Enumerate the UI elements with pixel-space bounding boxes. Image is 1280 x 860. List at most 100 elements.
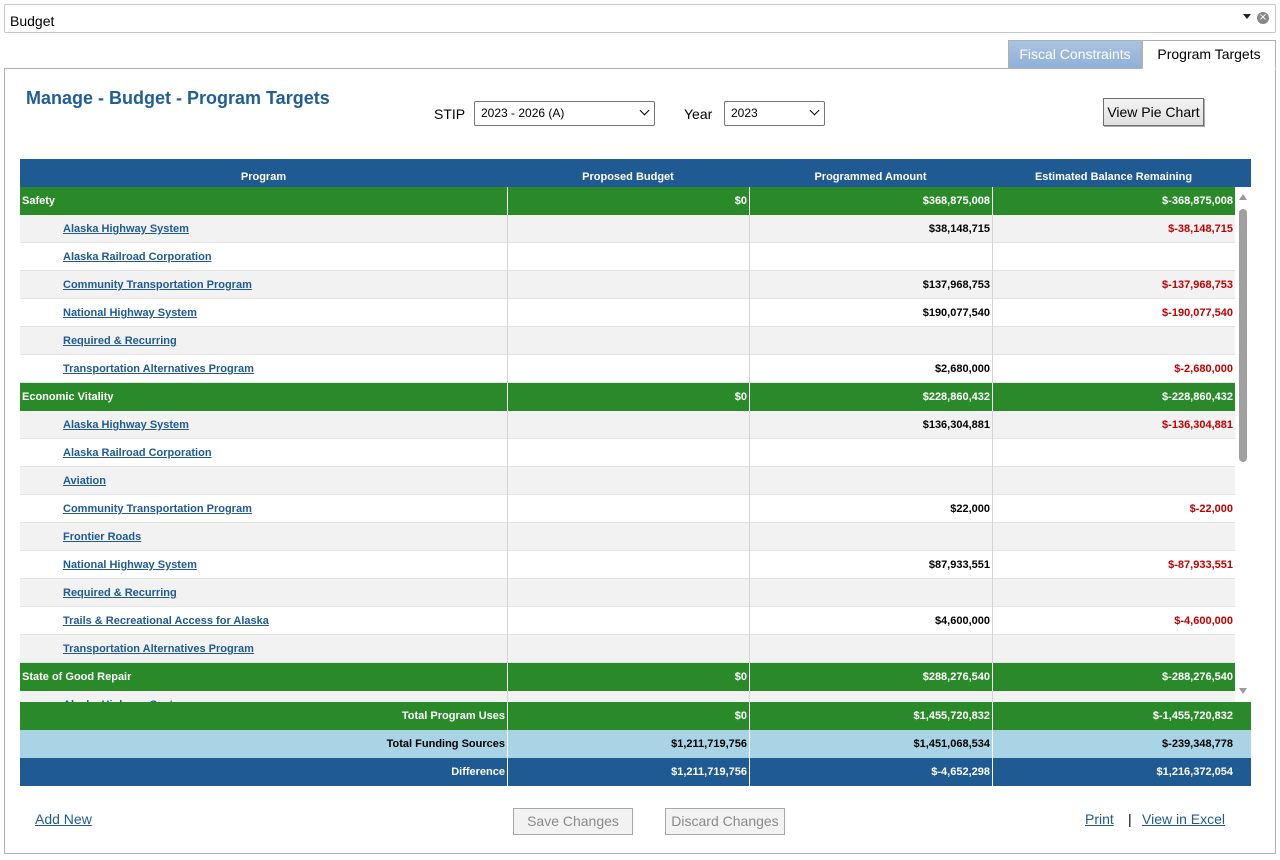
proposed-budget-cell[interactable] [507, 299, 749, 327]
program-link[interactable]: Alaska Railroad Corporation [63, 251, 212, 263]
program-link[interactable]: National Highway System [63, 559, 197, 571]
program-row: Community Transportation Program $137,968… [20, 271, 1235, 299]
programmed-amount-cell: $4,600,000 [749, 607, 992, 635]
balance-remaining-cell [992, 579, 1235, 607]
stip-select[interactable]: 2023 - 2026 (A) [474, 101, 655, 126]
tab-fiscal-constraints[interactable]: Fiscal Constraints [1008, 40, 1142, 69]
program-link[interactable]: Frontier Roads [63, 531, 142, 543]
module-dropdown[interactable]: Budget × [4, 4, 1276, 33]
difference-row: Difference $1,211,719,756 $-4,652,298 $1… [20, 758, 1251, 786]
program-cell: National Highway System [20, 551, 507, 579]
print-link[interactable]: Print [1085, 811, 1114, 827]
balance-remaining-cell: $-288,276,540 [992, 663, 1235, 691]
program-cell: Frontier Roads [20, 523, 507, 551]
chevron-down-icon[interactable] [1243, 14, 1251, 19]
balance-remaining-cell [992, 439, 1235, 467]
proposed-budget-cell: $0 [507, 663, 749, 691]
program-row: Required & Recurring [20, 579, 1235, 607]
group-name: Safety [22, 195, 56, 207]
program-link[interactable]: Community Transportation Program [63, 279, 252, 291]
discard-changes-button[interactable]: Discard Changes [665, 808, 785, 835]
proposed-budget-cell: $0 [507, 383, 749, 411]
program-row: National Highway System $190,077,540 $-190… [20, 299, 1235, 327]
balance-remaining-cell [992, 243, 1235, 271]
proposed-budget-cell[interactable] [507, 215, 749, 243]
program-link[interactable]: Transportation Alternatives Program [63, 643, 254, 655]
program-row: National Highway System $87,933,551 $-87,9… [20, 551, 1235, 579]
programmed-amount-cell: $136,304,881 [749, 411, 992, 439]
proposed-budget-cell[interactable] [507, 691, 749, 702]
column-header-program[interactable]: Program [240, 171, 287, 183]
scrollbar-thumb[interactable] [1239, 209, 1247, 462]
program-link[interactable]: Required & Recurring [63, 587, 177, 599]
total-programmed: $1,455,720,832 [749, 702, 992, 730]
year-select[interactable]: 2023 [724, 101, 825, 126]
program-cell: Alaska Railroad Corporation [20, 439, 507, 467]
program-link[interactable]: Alaska Highway System [63, 699, 189, 702]
clear-icon[interactable]: × [1257, 12, 1269, 24]
program-link[interactable]: Aviation [63, 475, 106, 487]
programmed-amount-cell [749, 691, 992, 702]
tab-program-targets[interactable]: Program Targets [1142, 40, 1276, 69]
program-link[interactable]: Alaska Railroad Corporation [63, 447, 212, 459]
proposed-budget-cell[interactable] [507, 635, 749, 663]
column-header-proposed-budget[interactable]: Proposed Budget [582, 171, 674, 183]
balance-remaining-cell [992, 635, 1235, 663]
program-link[interactable]: Alaska Highway System [63, 223, 189, 235]
programmed-amount-cell: $368,875,008 [749, 187, 992, 215]
view-in-excel-link[interactable]: View in Excel [1142, 811, 1226, 827]
save-changes-button[interactable]: Save Changes [513, 808, 633, 835]
proposed-budget-cell[interactable] [507, 327, 749, 355]
program-cell: Community Transportation Program [20, 271, 507, 299]
group-name: State of Good Repair [22, 671, 132, 683]
balance-remaining-cell: $-137,968,753 [992, 271, 1235, 299]
program-cell: Alaska Highway System [20, 411, 507, 439]
total-balance: $-1,455,720,832 [992, 702, 1235, 730]
program-link[interactable]: Alaska Highway System [63, 419, 189, 431]
balance-remaining-cell: $-87,933,551 [992, 551, 1235, 579]
proposed-budget-cell[interactable] [507, 271, 749, 299]
balance-remaining-cell [992, 523, 1235, 551]
column-header-estimated-balance[interactable]: Estimated Balance Remaining [1034, 171, 1193, 183]
program-link[interactable]: National Highway System [63, 307, 197, 319]
proposed-budget-cell[interactable] [507, 411, 749, 439]
scroll-up-icon[interactable] [1239, 194, 1247, 200]
program-link[interactable]: Required & Recurring [63, 335, 177, 347]
balance-remaining-cell: $-136,304,881 [992, 411, 1235, 439]
vertical-scrollbar[interactable] [1235, 187, 1251, 702]
column-header-programmed-amount[interactable]: Programmed Amount [814, 171, 927, 183]
add-new-link[interactable]: Add New [35, 811, 92, 827]
proposed-budget-cell[interactable] [507, 523, 749, 551]
total-label: Total Program Uses [401, 710, 505, 722]
program-row: Frontier Roads [20, 523, 1235, 551]
total-program-uses-row: Total Program Uses $0 $1,455,720,832 $-1… [20, 702, 1251, 730]
balance-remaining-cell: $-228,860,432 [992, 383, 1235, 411]
scroll-down-icon[interactable] [1239, 688, 1247, 694]
program-cell: Alaska Highway System [20, 215, 507, 243]
proposed-budget-cell[interactable] [507, 355, 749, 383]
program-cell: Required & Recurring [20, 327, 507, 355]
group-name: Economic Vitality [22, 391, 114, 403]
proposed-budget-cell[interactable] [507, 579, 749, 607]
program-row: Transportation Alternatives Program [20, 635, 1235, 663]
program-row: Required & Recurring [20, 327, 1235, 355]
program-cell: Alaska Highway System [20, 691, 507, 702]
program-link[interactable]: Transportation Alternatives Program [63, 363, 254, 375]
module-dropdown-value: Budget [10, 13, 55, 29]
programmed-amount-cell [749, 635, 992, 663]
group-row: Economic Vitality $0 $228,860,432 $-228,860… [20, 383, 1235, 411]
proposed-budget-cell[interactable] [507, 439, 749, 467]
proposed-budget-cell[interactable] [507, 607, 749, 635]
program-link[interactable]: Community Transportation Program [63, 503, 252, 515]
balance-remaining-cell: $-22,000 [992, 495, 1235, 523]
program-cell: Required & Recurring [20, 579, 507, 607]
proposed-budget-cell[interactable] [507, 495, 749, 523]
proposed-budget-cell[interactable] [507, 551, 749, 579]
program-row: Community Transportation Program $22,000 $… [20, 495, 1235, 523]
proposed-budget-cell[interactable] [507, 243, 749, 271]
program-cell: National Highway System [20, 299, 507, 327]
program-link[interactable]: Trails & Recreational Access for Alaska [63, 615, 269, 627]
view-pie-chart-button[interactable]: View Pie Chart [1103, 98, 1204, 126]
balance-remaining-cell [992, 691, 1235, 702]
proposed-budget-cell[interactable] [507, 467, 749, 495]
